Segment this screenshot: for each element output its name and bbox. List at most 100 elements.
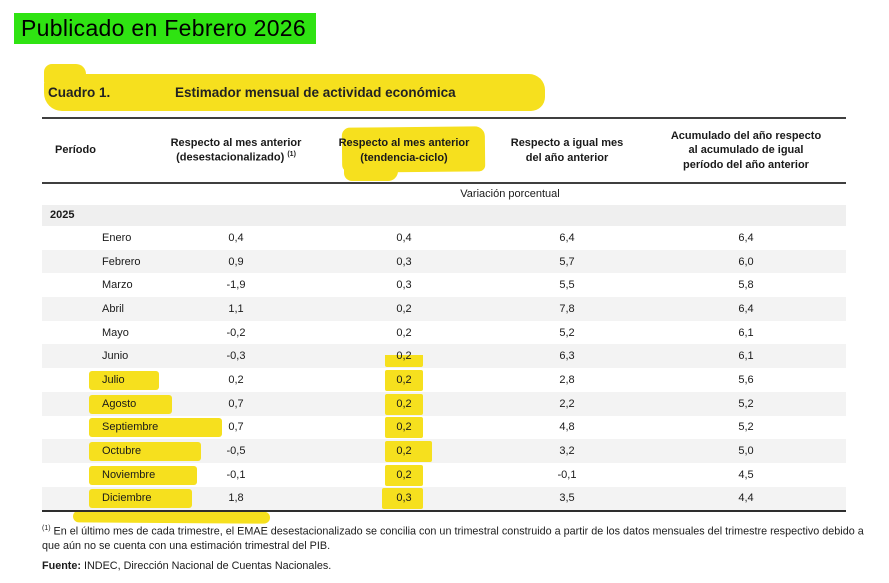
footnote-sup: (1) bbox=[42, 525, 51, 532]
cell-desest: -1,9 bbox=[152, 279, 320, 291]
value-label: 5,2 bbox=[738, 421, 754, 434]
year-row: 2025 bbox=[42, 205, 846, 226]
value-label: 0,7 bbox=[228, 397, 244, 410]
published-annotation: Publicado en Febrero 2026 bbox=[14, 13, 316, 44]
cell-desest: 0,7 bbox=[152, 421, 320, 433]
value-label: 7,8 bbox=[559, 302, 575, 315]
value-label: -0,5 bbox=[226, 445, 246, 458]
col-header-line: Acumulado del año respecto bbox=[670, 130, 822, 143]
value-label: 0,2 bbox=[385, 369, 423, 391]
value-label: 0,2 bbox=[385, 417, 423, 439]
cell-igual_mes: 3,5 bbox=[488, 492, 646, 504]
value-label: 0,2 bbox=[228, 373, 244, 386]
cell-desest: 1,8 bbox=[152, 492, 320, 504]
col-header-line: Respecto al mes anterior bbox=[170, 136, 302, 149]
value-label: 6,4 bbox=[738, 231, 754, 244]
value-label: 1,1 bbox=[228, 302, 244, 315]
col-header-acumulado: Acumulado del año respecto al acumulado … bbox=[646, 129, 846, 172]
value-label: 0,2 bbox=[385, 441, 432, 463]
cell-month: Junio bbox=[42, 350, 152, 362]
value-label: 6,1 bbox=[738, 326, 754, 339]
value-label: 4,8 bbox=[559, 421, 575, 434]
value-label: 0,4 bbox=[396, 231, 412, 244]
table-caption-number: Cuadro 1. bbox=[48, 85, 111, 100]
col-header-line: (desestacionalizado) bbox=[176, 151, 285, 164]
table-row: Junio -0,3 0,2 6,3 6,1 bbox=[42, 344, 846, 369]
footnote: (1) En el último mes de cada trimestre, … bbox=[42, 524, 876, 553]
value-label: -0,2 bbox=[226, 326, 246, 339]
emae-table: Período Respecto al mes anterior (desest… bbox=[42, 117, 846, 513]
value-label: 0,2 bbox=[396, 326, 412, 339]
col-header-line: período del año anterior bbox=[683, 158, 809, 171]
cell-desest: 0,2 bbox=[152, 374, 320, 386]
highlighter-mark-title-notch bbox=[44, 64, 86, 82]
value-label: -0,3 bbox=[226, 350, 246, 363]
unit-row: Variación porcentual bbox=[42, 184, 846, 205]
cell-tc: 0,4 bbox=[320, 232, 488, 244]
value-label: -0,1 bbox=[226, 468, 246, 481]
cell-tc: 0,2 bbox=[320, 393, 488, 415]
value-label: 5,2 bbox=[738, 397, 754, 410]
unit-label: Variación porcentual bbox=[460, 188, 560, 200]
value-label: 0,3 bbox=[382, 488, 423, 510]
cell-tc: 0,2 bbox=[320, 369, 488, 391]
table-row: Enero 0,4 0,4 6,4 6,4 bbox=[42, 226, 846, 250]
month-label: Abril bbox=[102, 302, 125, 315]
value-label: -1,9 bbox=[226, 279, 246, 292]
cell-month: Febrero bbox=[42, 256, 152, 268]
cell-tc: 0,2 bbox=[320, 327, 488, 339]
source-line: Fuente: INDEC, Dirección Nacional de Cue… bbox=[42, 560, 742, 572]
cell-month: Diciembre bbox=[42, 489, 192, 509]
col-header-line: (tendencia-ciclo) bbox=[360, 151, 448, 164]
cell-desest: -0,1 bbox=[152, 469, 320, 481]
value-label: 0,2 bbox=[396, 302, 412, 315]
cell-tc: 0,3 bbox=[320, 256, 488, 268]
table-row: Octubre -0,5 0,2 3,2 5,0 bbox=[42, 439, 846, 463]
table-row: Septiembre 0,7 0,2 4,8 5,2 bbox=[42, 416, 846, 440]
month-label: Junio bbox=[102, 350, 129, 363]
value-label: 2,8 bbox=[559, 373, 575, 386]
col-header-periodo: Período bbox=[42, 143, 152, 157]
cell-acumulado: 5,2 bbox=[646, 421, 846, 433]
cell-desest: -0,2 bbox=[152, 327, 320, 339]
table-caption-title: Estimador mensual de actividad económica bbox=[175, 85, 456, 100]
value-label: 5,7 bbox=[559, 255, 575, 268]
cell-month: Septiembre bbox=[42, 418, 223, 438]
month-label: Febrero bbox=[102, 255, 141, 268]
month-label: Mayo bbox=[102, 326, 129, 339]
source-text: INDEC, Dirección Nacional de Cuentas Nac… bbox=[81, 560, 332, 572]
cell-acumulado: 4,4 bbox=[646, 492, 846, 504]
cell-tc: 0,3 bbox=[320, 279, 488, 291]
cell-month: Enero bbox=[42, 232, 152, 244]
value-label: 0,9 bbox=[228, 255, 244, 268]
cell-igual_mes: 2,2 bbox=[488, 398, 646, 410]
col-header-igual-mes: Respecto a igual mes del año anterior bbox=[488, 136, 646, 165]
table-row: Mayo -0,2 0,2 5,2 6,1 bbox=[42, 321, 846, 345]
footnote-ref-icon: (1) bbox=[287, 151, 296, 159]
cell-igual_mes: -0,1 bbox=[488, 469, 646, 481]
table-row: Febrero 0,9 0,3 5,7 6,0 bbox=[42, 249, 846, 274]
month-label: Marzo bbox=[102, 279, 133, 292]
cell-igual_mes: 4,8 bbox=[488, 421, 646, 433]
cell-tc: 0,2 bbox=[320, 346, 488, 368]
cell-acumulado: 6,1 bbox=[646, 350, 846, 362]
value-label: 5,5 bbox=[559, 279, 575, 292]
month-label: Enero bbox=[102, 231, 132, 244]
cell-desest: -0,3 bbox=[152, 350, 320, 362]
table-body: Enero 0,4 0,4 6,4 6,4 Febrero 0,9 0,3 5,7 6,0 Marz… bbox=[42, 226, 846, 513]
value-label: 5,8 bbox=[738, 279, 754, 292]
cell-igual_mes: 5,7 bbox=[488, 256, 646, 268]
cell-acumulado: 5,2 bbox=[646, 398, 846, 410]
col-header-periodo-label: Período bbox=[55, 144, 96, 157]
cell-acumulado: 6,1 bbox=[646, 327, 846, 339]
value-label: 0,4 bbox=[228, 231, 244, 244]
table-header-row: Período Respecto al mes anterior (desest… bbox=[42, 119, 846, 184]
cell-acumulado: 4,5 bbox=[646, 469, 846, 481]
col-header-line: Respecto a igual mes bbox=[510, 137, 624, 150]
value-label: 4,5 bbox=[738, 468, 754, 481]
value-label: 3,2 bbox=[559, 445, 575, 458]
col-header-line: Respecto al mes anterior bbox=[338, 137, 470, 150]
value-label: 0,2 bbox=[385, 346, 423, 368]
cell-tc: 0,3 bbox=[320, 488, 488, 510]
value-label: 6,4 bbox=[559, 231, 575, 244]
